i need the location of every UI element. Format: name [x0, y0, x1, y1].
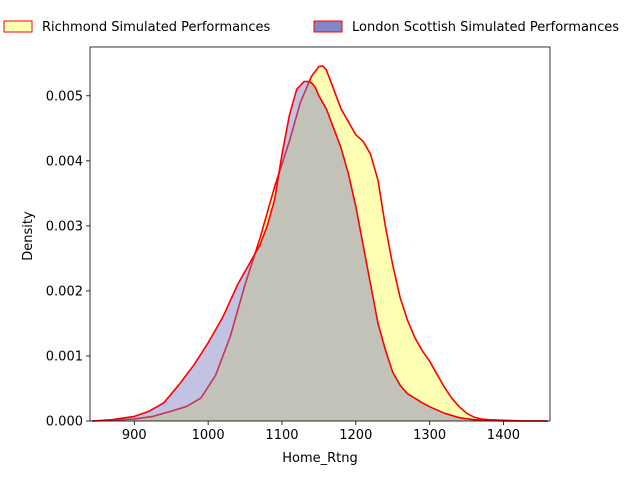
legend-swatch-richmond: [3, 20, 33, 33]
plot-area: 900 1000 1100 1200 1300 1400 0.0000.0010.0020…: [46, 46, 551, 443]
density-area-london-scottish-simulated-performances: [92, 81, 548, 421]
plot-frame: [89, 46, 551, 422]
legend-label-london-scottish: London Scottish Simulated Performances: [352, 20, 619, 35]
density-line-london-scottish-simulated-performances: [92, 80, 548, 422]
x-axis: 900 1000 1100 1200 1300 1400: [122, 421, 520, 443]
x-tick-label: 900: [122, 428, 147, 443]
legend: Richmond Simulated Performances London S…: [3, 20, 619, 35]
x-axis-label: Home_Rtng: [282, 451, 358, 466]
x-tick-label: 1000: [192, 428, 225, 443]
y-tick-label: 0.005: [46, 89, 83, 104]
y-tick-label: 0.000: [46, 415, 83, 430]
y-tick-label: 0.001: [46, 349, 83, 364]
y-tick-label: 0.002: [46, 284, 83, 299]
density-line-richmond-simulated-performances: [92, 65, 548, 422]
x-tick-label: 1300: [413, 428, 446, 443]
y-axis: 0.000 0.001 0.002 0.003 0.004 0.005: [46, 89, 90, 430]
legend-label-richmond: Richmond Simulated Performances: [42, 20, 270, 35]
x-tick-label: 1400: [487, 428, 520, 443]
legend-swatch-london-scottish: [313, 20, 343, 33]
x-tick-label: 1100: [265, 428, 298, 443]
series-layer: [92, 65, 548, 422]
x-tick-label: 1200: [339, 428, 372, 443]
y-tick-label: 0.004: [46, 154, 83, 169]
y-tick-label: 0.003: [46, 219, 83, 234]
density-area-richmond-simulated-performances: [92, 65, 548, 422]
y-axis-label: Density: [21, 211, 36, 261]
